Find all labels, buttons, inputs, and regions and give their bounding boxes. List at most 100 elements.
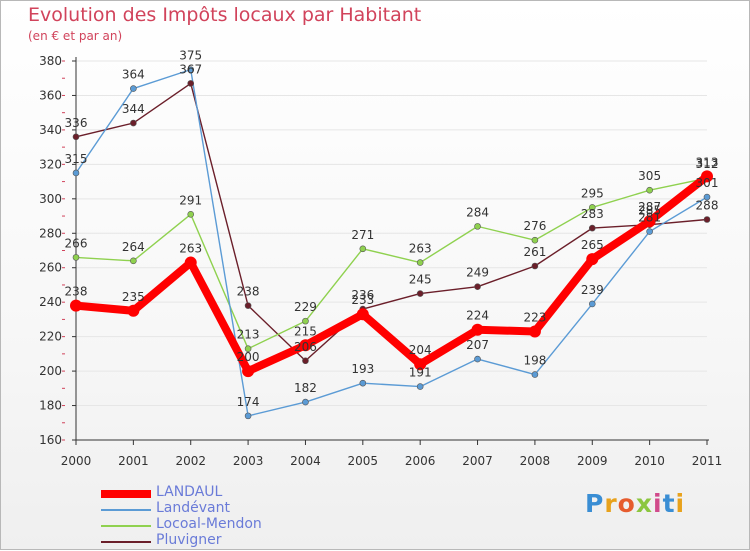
data-label: 295: [581, 186, 604, 200]
data-label: 238: [65, 285, 88, 299]
x-tick-label: 2007: [462, 454, 493, 468]
y-tick-label: 280: [39, 226, 62, 240]
y-tick-label: 160: [39, 433, 62, 447]
x-tick-label: 2004: [290, 454, 321, 468]
data-label: 301: [696, 176, 719, 190]
data-label: 288: [696, 198, 719, 212]
x-tick-label: 2003: [233, 454, 264, 468]
y-tick-label: 360: [39, 88, 62, 102]
data-label: 229: [294, 300, 317, 314]
data-point: [244, 302, 252, 309]
data-point: [416, 383, 424, 390]
x-tick-label: 2009: [577, 454, 608, 468]
data-point: [244, 412, 252, 420]
data-labels: 336 344 367 238 206 236 245 249 261 283 285 288 266 2…: [65, 49, 719, 409]
data-point: [414, 358, 427, 371]
data-point: [72, 254, 80, 261]
data-label: 284: [466, 205, 489, 219]
data-label: 207: [466, 338, 489, 352]
data-label: 265: [581, 238, 604, 252]
data-point: [72, 133, 80, 141]
legend-label: LANDAUL: [156, 484, 223, 500]
data-point: [127, 304, 140, 317]
data-label: 271: [351, 228, 374, 242]
data-label: 283: [581, 207, 604, 221]
data-label: 249: [466, 266, 489, 280]
legend-swatch: [101, 541, 151, 543]
data-point: [184, 256, 197, 269]
data-label: 261: [523, 245, 546, 259]
data-point: [72, 169, 80, 177]
data-point: [302, 357, 309, 365]
data-point: [528, 325, 541, 338]
x-tick-label: 2010: [634, 454, 665, 468]
grid: [76, 60, 707, 441]
data-label: 174: [237, 395, 260, 409]
chart-subtitle: (en € et par an): [28, 29, 123, 43]
series-lines: [72, 68, 711, 417]
data-label: 223: [523, 310, 546, 324]
data-label: 266: [65, 236, 88, 250]
series-line: [72, 172, 711, 376]
y-tick-label: 200: [39, 364, 62, 378]
data-point: [531, 236, 539, 244]
x-tick-label: 2006: [405, 454, 436, 468]
legend-label: Locoal-Mendon: [156, 516, 262, 532]
y-tick-label: 320: [39, 157, 62, 171]
data-point: [703, 193, 711, 201]
data-point: [302, 398, 309, 406]
data-label: 233: [351, 293, 374, 307]
data-label: 312: [696, 157, 719, 171]
data-point: [703, 216, 711, 223]
data-point: [471, 323, 484, 336]
data-point: [474, 355, 481, 363]
data-point: [359, 245, 367, 253]
y-tick-label: 380: [39, 54, 62, 68]
data-label: 213: [237, 328, 260, 342]
logo-letter: i: [653, 489, 663, 518]
data-point: [70, 299, 82, 312]
data-point: [187, 80, 195, 87]
data-label: 315: [65, 152, 88, 166]
data-point: [531, 262, 539, 270]
data-label: 344: [122, 102, 145, 116]
legend-label: Landévant: [156, 500, 230, 516]
series-line: [75, 177, 708, 350]
series-line: [75, 82, 708, 362]
data-point: [646, 186, 653, 194]
data-point: [531, 371, 539, 378]
data-label: 291: [179, 193, 202, 207]
data-label: 367: [179, 62, 202, 76]
data-label: 375: [179, 49, 202, 63]
data-point: [586, 253, 599, 266]
logo-letter: P: [585, 489, 605, 518]
data-label: 204: [409, 343, 432, 357]
logo-letter: x: [635, 489, 653, 518]
legend-swatch: [101, 509, 151, 511]
data-label: 238: [237, 285, 260, 299]
data-label: 182: [294, 381, 317, 395]
data-label: 287: [638, 200, 661, 214]
data-point: [701, 170, 713, 183]
legend-swatch: [101, 525, 151, 527]
data-label: 263: [409, 242, 432, 256]
data-point: [130, 257, 137, 265]
data-label: 313: [696, 155, 719, 169]
data-point: [588, 204, 596, 211]
data-point: [244, 345, 252, 352]
data-label: 235: [122, 290, 145, 304]
logo-letter: i: [675, 489, 686, 518]
data-point: [187, 66, 195, 73]
data-point: [474, 223, 481, 230]
x-tick-label: 2005: [348, 454, 379, 468]
x-tick-label: 2002: [175, 454, 206, 468]
data-label: 191: [409, 366, 432, 380]
data-point: [588, 300, 596, 308]
data-label: 215: [294, 324, 317, 338]
data-label: 305: [638, 169, 661, 183]
data-point: [130, 119, 137, 127]
y-tick-label: 340: [39, 123, 62, 137]
data-point: [646, 228, 653, 235]
